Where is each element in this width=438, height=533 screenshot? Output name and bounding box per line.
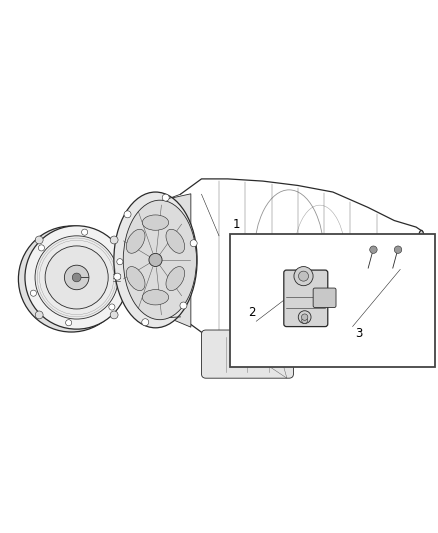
Circle shape (190, 240, 197, 247)
Circle shape (39, 245, 45, 251)
Circle shape (66, 320, 72, 326)
Ellipse shape (410, 236, 427, 266)
Circle shape (142, 319, 149, 326)
Ellipse shape (142, 289, 169, 305)
Polygon shape (168, 194, 191, 327)
Circle shape (81, 229, 88, 235)
Circle shape (72, 273, 81, 282)
Circle shape (35, 236, 118, 319)
Circle shape (35, 311, 43, 319)
Ellipse shape (126, 229, 145, 253)
Ellipse shape (126, 266, 145, 290)
Circle shape (180, 302, 187, 309)
Circle shape (149, 253, 162, 266)
Text: 3: 3 (356, 327, 363, 340)
Circle shape (30, 290, 36, 296)
Circle shape (25, 226, 128, 329)
Circle shape (109, 304, 115, 310)
Ellipse shape (410, 262, 427, 293)
Ellipse shape (114, 192, 197, 328)
Ellipse shape (416, 230, 427, 298)
Circle shape (394, 246, 402, 253)
Circle shape (35, 236, 43, 244)
Circle shape (117, 259, 123, 265)
Circle shape (294, 266, 313, 286)
Circle shape (301, 314, 308, 320)
Circle shape (18, 226, 124, 332)
FancyBboxPatch shape (284, 270, 328, 327)
Circle shape (162, 194, 169, 201)
Bar (230, 233, 435, 367)
Circle shape (114, 273, 121, 280)
Circle shape (110, 236, 118, 244)
FancyBboxPatch shape (201, 330, 293, 378)
Circle shape (110, 311, 118, 319)
Circle shape (302, 318, 307, 324)
Circle shape (299, 271, 308, 281)
FancyBboxPatch shape (313, 288, 336, 308)
Circle shape (370, 246, 377, 253)
Circle shape (124, 211, 131, 218)
Ellipse shape (123, 200, 197, 320)
Ellipse shape (166, 266, 185, 290)
Text: 1: 1 (233, 219, 240, 231)
Text: 2: 2 (248, 306, 256, 319)
Ellipse shape (142, 215, 169, 230)
Circle shape (64, 265, 89, 290)
Circle shape (45, 246, 108, 309)
Circle shape (298, 311, 311, 324)
Ellipse shape (166, 229, 185, 253)
